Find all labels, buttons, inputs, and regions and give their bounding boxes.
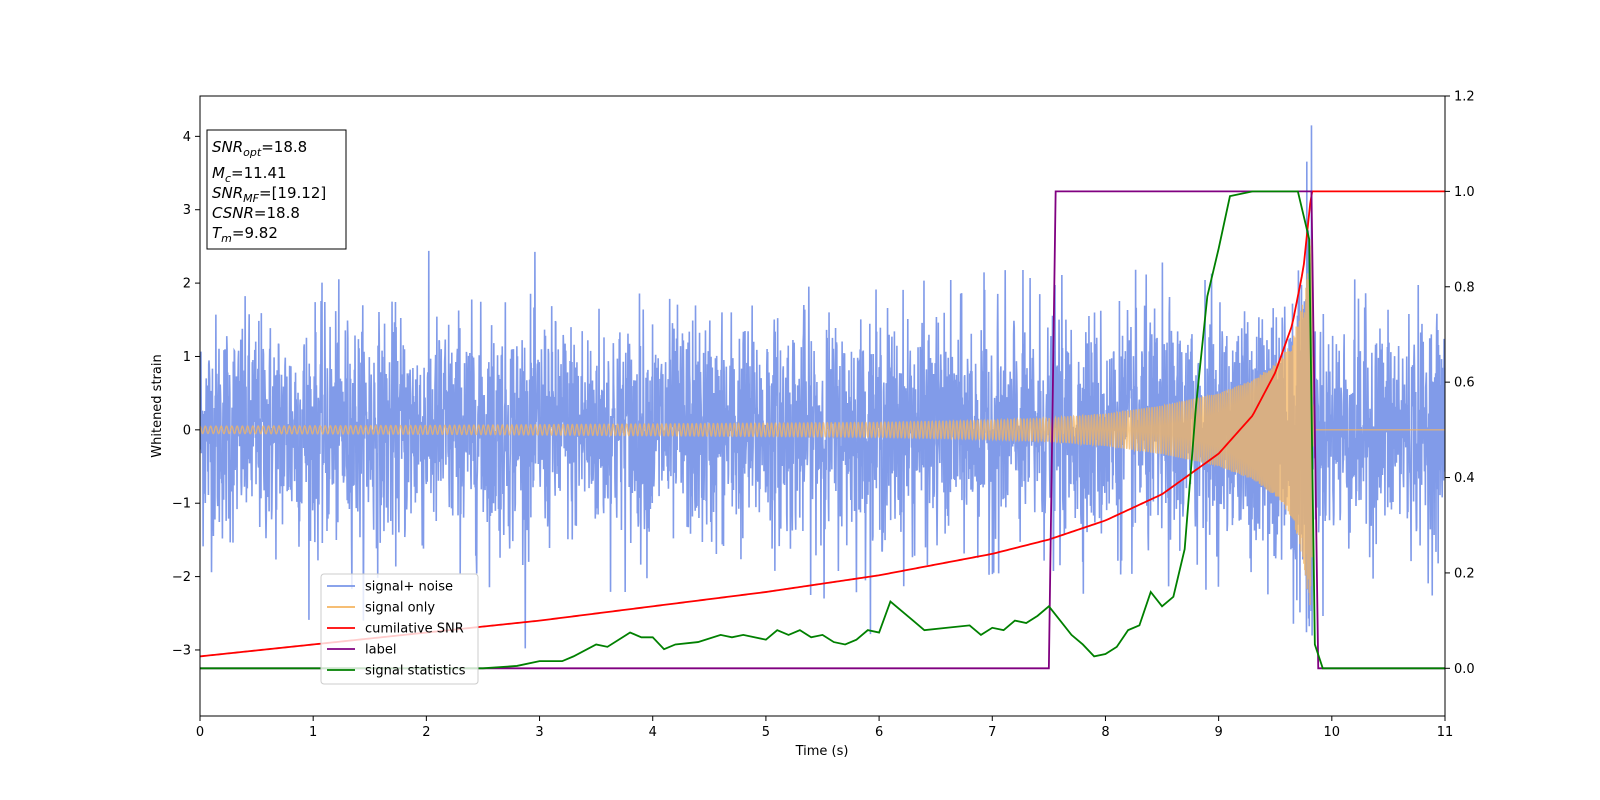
x-axis: 0 1 2 3 4 5 6 7 8 9 10 11 [196,716,1453,740]
y-axis-right: 0.0 0.2 0.4 0.6 0.8 1.0 1.2 [1445,90,1475,677]
y-left-tick-label: 1 [183,350,191,365]
y-right-tick-label: 0.6 [1454,376,1475,391]
series-signal-only-line [200,239,1445,606]
y-left-tick-label: 3 [183,203,191,218]
x-tick-label: 11 [1437,725,1454,740]
info-box-line: Tm=9.82 [212,224,278,245]
y-right-tick-label: 0.8 [1454,280,1475,295]
info-box-line: CSNR=18.8 [212,204,300,222]
legend-label: signal statistics [365,664,466,679]
y-axis-label: Whitened strain [150,354,165,457]
x-tick-label: 10 [1324,725,1341,740]
y-left-tick-label: −3 [172,643,191,658]
legend-label: label [365,643,396,658]
x-tick-label: 1 [309,725,317,740]
x-tick-label: 6 [875,725,883,740]
x-axis-label: Time (s) [795,744,849,759]
y-left-tick-label: 2 [183,277,191,292]
x-tick-label: 2 [422,725,430,740]
x-tick-label: 4 [649,725,657,740]
y-left-tick-label: 0 [183,423,191,438]
y-left-tick-label: −2 [172,570,191,585]
y-left-tick-label: 4 [183,130,191,145]
x-tick-label: 8 [1101,725,1109,740]
y-axis-left: −3 −2 −1 0 1 2 3 4 [172,130,200,658]
x-tick-label: 0 [196,725,204,740]
y-left-tick-label: −1 [172,497,191,512]
y-right-tick-label: 0.4 [1454,471,1475,486]
y-right-tick-label: 0.0 [1454,662,1475,677]
info-box-line: Mc=11.41 [212,164,287,185]
info-box-line: SNRopt=18.8 [212,138,307,159]
x-tick-label: 5 [762,725,770,740]
legend-label: signal only [365,601,435,616]
legend-label: signal+ noise [365,580,453,595]
plot-frame [199,95,1446,717]
y-right-tick-label: 0.2 [1454,566,1475,581]
legend: signal+ noise signal only cumilative SNR la… [320,573,479,685]
y-right-tick-label: 1.2 [1454,90,1475,105]
info-box-frame [206,129,347,250]
info-box: SNRopt=18.8 Mc=11.41SNRMF=[19.12]CSNR=18.… [206,129,347,250]
info-box-line: SNRMF=[19.12] [212,184,326,205]
legend-label: cumilative SNR [365,622,464,637]
series-signal-statistics-line [200,190,1445,670]
x-tick-label: 9 [1214,725,1222,740]
x-tick-label: 7 [988,725,996,740]
y-right-tick-label: 1.0 [1454,185,1475,200]
x-tick-label: 3 [535,725,543,740]
legend-frame [320,573,479,685]
